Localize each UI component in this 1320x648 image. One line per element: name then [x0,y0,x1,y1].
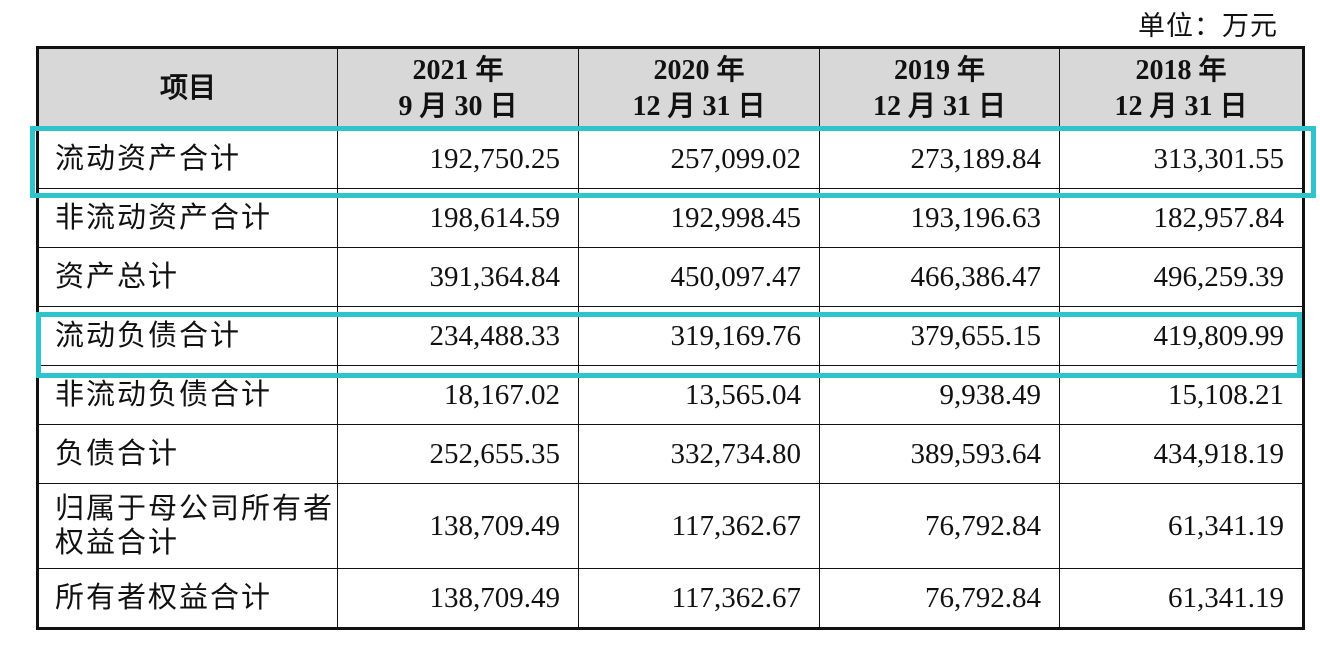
cell-value: 434,918.19 [1059,424,1304,484]
row-label: 流动资产合计 [37,129,338,189]
row-label: 负债合计 [37,424,338,484]
cell-value: 9,938.49 [819,365,1060,425]
cell-value: 389,593.64 [819,424,1060,484]
table-row: 负债合计 252,655.35 332,734.80 389,593.64 43… [37,424,1304,484]
row-label: 流动负债合计 [37,306,338,366]
row-label: 资产总计 [37,247,338,307]
cell-value: 192,750.25 [337,129,579,189]
unit-label: 单位：万元 [1138,11,1278,41]
cell-value: 319,169.76 [578,306,820,366]
cell-value: 117,362.67 [578,483,820,569]
cell-value: 182,957.84 [1059,188,1304,248]
cell-value: 450,097.47 [578,247,820,307]
cell-value: 15,108.21 [1059,365,1304,425]
row-label: 非流动负债合计 [37,365,338,425]
cell-value: 18,167.02 [337,365,579,425]
cell-value: 252,655.35 [337,424,579,484]
header-item: 项目 [37,47,338,130]
table-row: 流动资产合计 192,750.25 257,099.02 273,189.84 … [37,129,1304,189]
cell-value: 234,488.33 [337,306,579,366]
header-year: 2020 年 [653,55,745,86]
cell-value: 192,998.45 [578,188,820,248]
header-period: 2018 年 12 月 31 日 [1059,47,1304,130]
table-row: 资产总计 391,364.84 450,097.47 466,386.47 49… [37,247,1304,307]
header-date: 12 月 31 日 [872,91,1006,122]
cell-value: 117,362.67 [578,568,820,629]
cell-value: 138,709.49 [337,483,579,569]
header-period: 2019 年 12 月 31 日 [819,47,1060,130]
table-row: 流动负债合计 234,488.33 319,169.76 379,655.15 … [37,306,1304,366]
cell-value: 332,734.80 [578,424,820,484]
cell-value: 313,301.55 [1059,129,1304,189]
cell-value: 257,099.02 [578,129,820,189]
header-year: 2021 年 [412,55,504,86]
cell-value: 13,565.04 [578,365,820,425]
cell-value: 496,259.39 [1059,247,1304,307]
header-year: 2019 年 [893,55,985,86]
cell-value: 466,386.47 [819,247,1060,307]
cell-value: 198,614.59 [337,188,579,248]
table-row: 所有者权益合计 138,709.49 117,362.67 76,792.84 … [37,568,1304,629]
balance-sheet-table: 项目 2021 年 9 月 30 日 2020 年 12 月 31 日 2019… [36,46,1305,630]
header-date: 12 月 31 日 [1114,91,1248,122]
cell-value: 76,792.84 [819,483,1060,569]
table-header-row: 项目 2021 年 9 月 30 日 2020 年 12 月 31 日 2019… [37,47,1304,130]
table-row: 非流动资产合计 198,614.59 192,998.45 193,196.63… [37,188,1304,248]
table-row: 非流动负债合计 18,167.02 13,565.04 9,938.49 15,… [37,365,1304,425]
header-date: 12 月 31 日 [632,91,766,122]
cell-value: 61,341.19 [1059,483,1304,569]
header-year: 2018 年 [1135,55,1227,86]
header-date: 9 月 30 日 [398,91,518,122]
row-label: 非流动资产合计 [37,188,338,248]
cell-value: 76,792.84 [819,568,1060,629]
header-period: 2020 年 12 月 31 日 [578,47,820,130]
cell-value: 419,809.99 [1059,306,1304,366]
cell-value: 138,709.49 [337,568,579,629]
cell-value: 61,341.19 [1059,568,1304,629]
table-row: 归属于母公司所有者权益合计 138,709.49 117,362.67 76,7… [37,483,1304,569]
cell-value: 273,189.84 [819,129,1060,189]
cell-value: 379,655.15 [819,306,1060,366]
row-label: 归属于母公司所有者权益合计 [37,483,338,569]
cell-value: 193,196.63 [819,188,1060,248]
header-period: 2021 年 9 月 30 日 [337,47,579,130]
cell-value: 391,364.84 [337,247,579,307]
row-label: 所有者权益合计 [37,568,338,629]
